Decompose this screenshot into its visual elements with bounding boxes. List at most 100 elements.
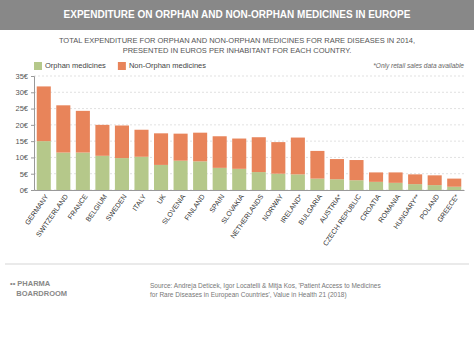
header-band (0, 0, 474, 30)
y-tick-label: 20€ (15, 121, 28, 130)
bar (428, 175, 442, 185)
x-tick: FINLAND (183, 193, 206, 222)
y-tick: 30€ (15, 88, 34, 97)
y-tick-label: 15€ (15, 137, 28, 146)
bar (174, 161, 188, 190)
y-tick-mark (31, 157, 34, 158)
bar (154, 165, 168, 190)
y-tick-mark (31, 125, 34, 126)
bar (95, 156, 109, 190)
x-tick-label: GREECE* (436, 193, 460, 224)
y-tick-mark (31, 141, 34, 142)
y-tick: 10€ (15, 153, 34, 162)
x-tick: SWITZERLAND (35, 193, 70, 238)
bar (232, 169, 246, 190)
title: EXPENDITURE ON ORPHAN AND NON-ORPHAN MED… (64, 9, 411, 20)
legend: Orphan medicines Non-Orphan medicines (34, 61, 206, 70)
x-tick-label: HUNGARY** (392, 193, 421, 230)
bar (56, 153, 70, 190)
bar (349, 160, 363, 180)
legend-swatch (34, 62, 42, 70)
bar (193, 161, 207, 190)
bar (37, 86, 51, 141)
grid-line (34, 92, 464, 93)
logo-text: •• PHARMA BOARDROOM (10, 279, 67, 298)
x-axis-line (35, 190, 465, 191)
x-tick: GREECE* (436, 193, 460, 224)
legend-label: Orphan medicines (45, 61, 106, 70)
y-tick-label: 25€ (15, 104, 28, 113)
bar (115, 126, 129, 159)
bar (330, 179, 344, 190)
y-tick: 15€ (15, 137, 34, 146)
bar (56, 105, 70, 152)
y-tick: 20€ (15, 121, 34, 130)
bar (37, 141, 51, 190)
legend-label: Non-Orphan medicines (129, 61, 206, 70)
bar (252, 137, 266, 172)
chart: EXPENDITURE ON ORPHAN AND NON-ORPHAN MED… (0, 0, 474, 343)
bar (252, 172, 266, 190)
x-tick: ITALY (131, 193, 147, 212)
grid-line (34, 108, 464, 109)
bar (213, 136, 227, 168)
x-tick-label: SWEDEN (104, 193, 127, 222)
y-tick: 25€ (15, 104, 34, 113)
y-tick-label: 30€ (15, 88, 28, 97)
x-tick: UK (156, 193, 168, 205)
y-axis: 0€ 5€ 10€ 15€ 20€ 25€ 30€ 35€ (15, 72, 34, 195)
x-tick-label: UK (156, 193, 168, 205)
bar (310, 151, 324, 179)
y-tick-label: 5€ (20, 170, 29, 179)
legend-swatch (118, 62, 126, 70)
bar (232, 139, 246, 169)
bar (389, 183, 403, 190)
x-tick: NETHERLANDS (229, 193, 265, 240)
note: *Only retail sales data available (373, 62, 464, 70)
x-tick: SWEDEN (104, 193, 127, 222)
y-tick: 0€ (20, 186, 34, 195)
y-tick-mark (31, 76, 34, 77)
bar (428, 185, 442, 190)
legend-item: Orphan medicines (34, 61, 106, 70)
y-tick-label: 35€ (15, 72, 28, 81)
x-tick-label: FINLAND (183, 193, 206, 222)
bar (447, 179, 461, 187)
subtitle: TOTAL EXPENDITURE FOR ORPHAN AND NON-ORP… (59, 36, 415, 55)
grid (34, 76, 464, 190)
x-tick-label: SWITZERLAND (35, 193, 70, 238)
bar (408, 174, 422, 184)
bar (271, 142, 285, 174)
bar (447, 187, 461, 190)
grid-line (34, 76, 464, 77)
bar (389, 172, 403, 182)
y-tick-label: 10€ (15, 153, 28, 162)
bar (291, 174, 305, 190)
bar (271, 174, 285, 190)
x-tick-label: SPAIN (208, 193, 225, 214)
bar (115, 158, 129, 190)
y-axis-line (31, 77, 35, 191)
bar (408, 184, 422, 190)
y-tick-mark (31, 174, 34, 175)
y-tick-label: 0€ (20, 186, 29, 195)
bar (193, 133, 207, 162)
bar (369, 182, 383, 190)
bar (330, 159, 344, 179)
y-tick: 35€ (15, 72, 34, 81)
bar (291, 138, 305, 175)
bar (349, 180, 363, 190)
y-tick-mark (31, 190, 34, 191)
plot: 0€ 5€ 10€ 15€ 20€ 25€ 30€ 35€ GERMANYSWITZERLAND… (15, 72, 464, 247)
bar (76, 153, 90, 190)
bar (154, 133, 168, 165)
bars (37, 86, 462, 190)
x-axis: GERMANYSWITZERLANDFRANCEBELGIUMSWEDENITA… (24, 191, 465, 248)
bar (213, 168, 227, 190)
bar (134, 130, 148, 157)
x-tick: SLOVENIA (161, 193, 187, 226)
bar (76, 111, 90, 153)
x-tick: CZECH REPUBLIC (322, 193, 363, 247)
y-tick-mark (31, 92, 34, 93)
x-tick: HUNGARY** (392, 193, 421, 230)
